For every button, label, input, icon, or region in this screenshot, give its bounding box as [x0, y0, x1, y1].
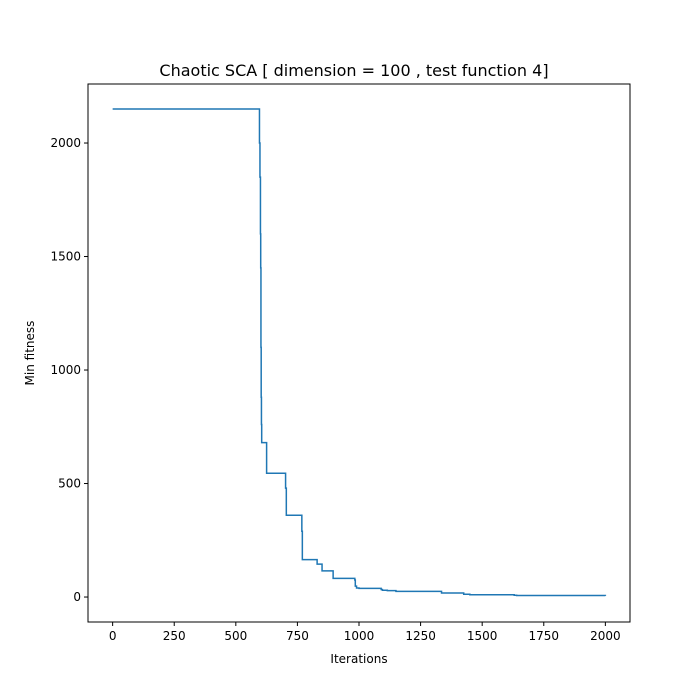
x-tick-label: 1000 — [344, 629, 375, 643]
y-tick-label: 500 — [58, 477, 81, 491]
x-tick-label: 1750 — [528, 629, 559, 643]
chart-title: Chaotic SCA [ dimension = 100 , test fun… — [159, 61, 548, 80]
x-tick-label: 1250 — [405, 629, 436, 643]
x-tick-label: 0 — [109, 629, 117, 643]
x-tick-label: 750 — [286, 629, 309, 643]
x-tick-label: 500 — [224, 629, 247, 643]
y-tick-label: 1500 — [50, 250, 81, 264]
x-tick-label: 2000 — [590, 629, 621, 643]
x-axis-label: Iterations — [330, 652, 387, 666]
series-layer — [112, 108, 607, 597]
y-axis-label: Min fitness — [23, 321, 37, 386]
plot-frame — [87, 83, 631, 623]
y-axis: 0 500 1000 1500 2000 — [50, 136, 88, 604]
y-tick-label: 2000 — [50, 136, 81, 150]
y-tick-label: 0 — [73, 590, 81, 604]
y-tick-label: 1000 — [50, 363, 81, 377]
x-axis: 0 250 500 750 1000 1250 1500 1750 2000 — [109, 622, 621, 643]
series-line — [112, 108, 607, 597]
x-tick-label: 250 — [163, 629, 186, 643]
x-tick-label: 1500 — [467, 629, 498, 643]
